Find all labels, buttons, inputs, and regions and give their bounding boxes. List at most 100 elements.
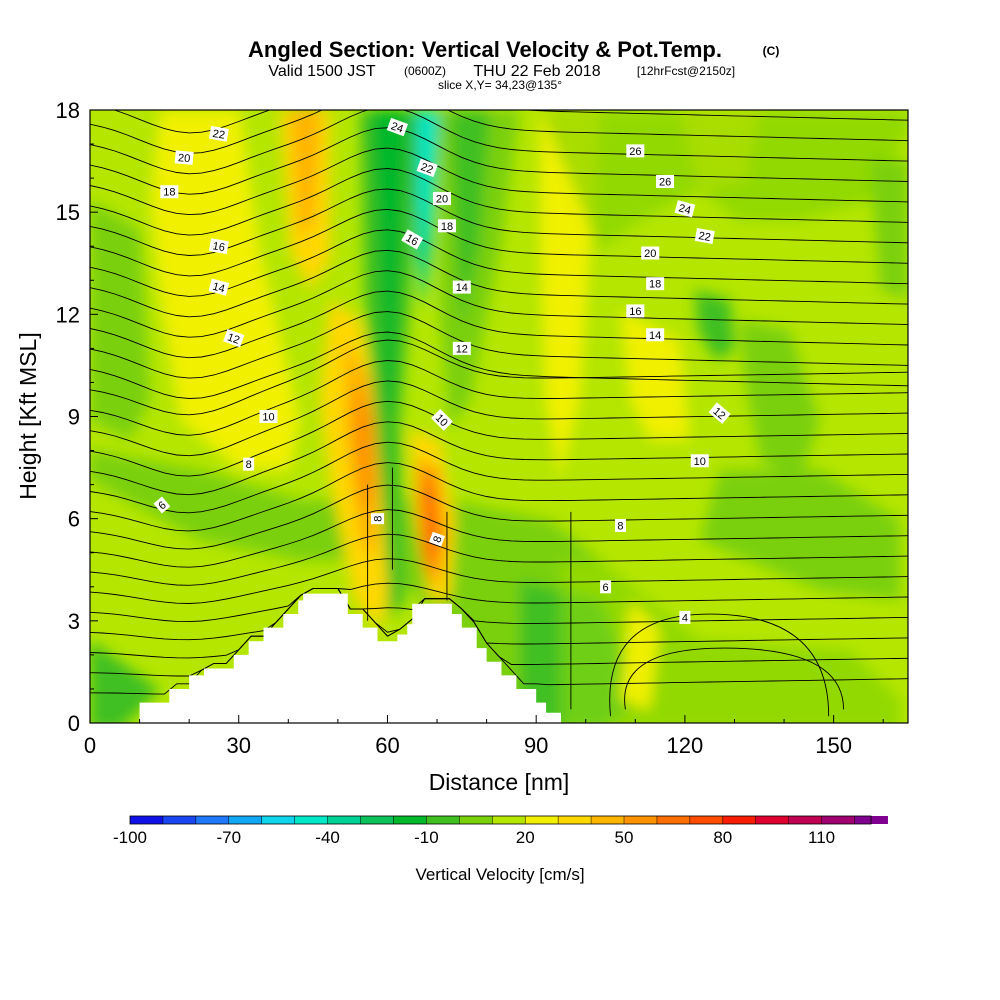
theta-contour-line [90,208,908,277]
theta-label-text: 12 [456,343,468,355]
theta-contour-label: 18 [160,185,179,199]
terrain [90,593,561,723]
colorbar: -100 -70 -40 -10 20 50 80 110 [113,815,888,847]
theta-contour-label: 14 [452,280,471,294]
theta-contour-line [624,647,845,710]
theta-contour-line [90,168,908,236]
theta-label-background [674,200,696,218]
theta-label-text: 20 [644,248,656,260]
theta-contour-label: 6 [600,580,612,594]
colorbar-swatch [195,816,230,824]
colorbar-swatch [525,816,559,824]
theta-contour-line [90,270,908,338]
colorbar-tick-label: -10 [414,828,439,847]
theta-contour-line [90,339,908,416]
x-tick-label: 0 [84,733,96,758]
theta-contour-label: 18 [437,219,456,233]
theta-label-text: 16 [403,232,420,249]
y-tick-label: 18 [56,98,80,123]
colorbar-swatch [228,816,263,824]
theta-label-background [174,150,194,165]
colorbar-swatch [360,816,394,824]
y-tick-label: 3 [68,609,80,634]
x-axis: 0 30 60 90 120 150 [84,715,884,758]
theta-label-background [614,518,626,532]
colorbar-swatch [130,816,164,824]
theta-label-text: 10 [262,412,274,424]
vertical-velocity-field [90,110,908,723]
theta-label-text: 6 [603,582,609,594]
theta-contour-label: 22 [416,158,438,178]
theta-contour-label: 18 [646,277,665,291]
theta-contour-label: 10 [690,454,709,468]
theta-label-background [708,402,731,424]
y-axis: 0 3 6 9 12 15 18 [56,98,98,736]
theta-label-text: 26 [659,177,671,189]
title-unit-tag: (C) [763,44,780,58]
theta-label-text: 8 [373,516,385,522]
theta-contour-line [90,588,908,677]
theta-contour-label: 22 [208,125,229,142]
theta-contour-line [90,311,908,379]
plot-area: 22 20 18 16 14 12 10 8 6 24 22 20 18 16 14 12 10 8 8 26 26 24… [90,110,908,723]
theta-label-background [690,454,709,468]
colorbar-tick-label: 80 [713,828,732,847]
theta-contour-line [90,588,908,659]
theta-label-background [646,277,665,291]
theta-label-background [386,117,409,137]
theta-label-text: 14 [211,281,226,296]
y-axis-label: Height [Kft MSL] [15,332,41,499]
colorbar-swatch [624,816,658,824]
colorbar-swatch [755,816,790,824]
theta-label-background [431,408,453,431]
colorbar-swatch [591,816,625,824]
theta-label-background [626,304,645,318]
theta-label-background [401,229,424,250]
theta-contour-line [90,110,908,154]
theta-label-background [208,238,229,255]
x-tick-label: 150 [815,733,852,758]
theta-contour-label: 8 [614,518,626,532]
colorbar-swatch [426,816,460,824]
colorbar-swatch [689,816,724,824]
theta-label-background [153,496,171,514]
theta-contour-label: 4 [679,610,691,624]
theta-contour-line [90,147,908,216]
theta-contour-label: 24 [386,117,409,137]
theta-label-background [600,580,612,594]
theta-contour-line [90,582,908,623]
theta-label-text: 16 [629,306,641,318]
colorbar-swatch [393,816,427,824]
theta-label-text: 14 [456,282,468,294]
theta-label-text: 10 [694,456,706,468]
colorbar-swatch [788,816,823,824]
theta-label-text: 14 [649,330,661,342]
theta-contour-label: 26 [656,175,675,189]
theta-contour-label: 26 [626,144,645,158]
theta-label-background [694,228,715,244]
theta-label-text: 22 [419,161,435,176]
theta-label-text: 26 [629,146,641,158]
theta-contour-label: 16 [626,304,645,318]
theta-label-background [432,192,451,206]
theta-contour-label: 14 [646,328,665,342]
colorbar-swatch [294,816,329,824]
theta-label-background [641,246,660,260]
theta-label-background [437,219,456,233]
subtitle-valid: Valid 1500 JST [268,63,376,80]
theta-label-background [371,513,385,525]
theta-label-background [646,328,665,342]
theta-contour-line [90,462,908,532]
theta-contour-line [90,360,908,436]
theta-label-text: 8 [431,535,444,545]
theta-contour-label: 20 [432,192,451,206]
theta-label-background [656,175,675,189]
theta-label-text: 8 [617,520,623,532]
theta-contour-line [90,484,908,550]
theta-contour-line [90,110,908,175]
theta-label-background [626,144,645,158]
colorbar-swatch [558,816,592,824]
theta-label-background [243,457,255,471]
theta-label-background [259,410,278,423]
